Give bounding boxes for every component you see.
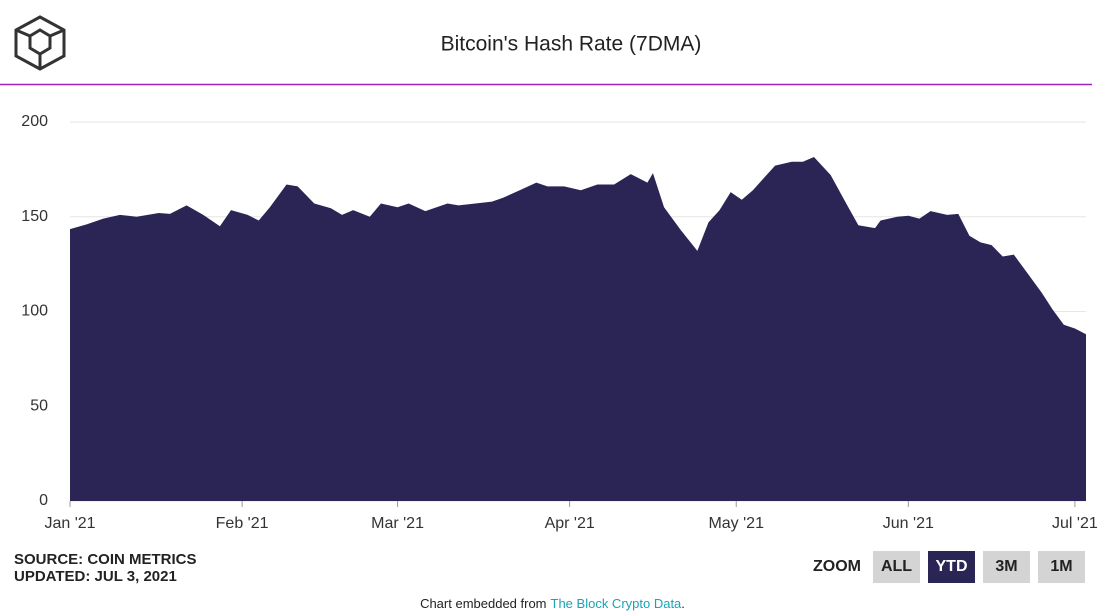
footer: Chart embedded from The Block Crypto Data… xyxy=(0,596,1105,611)
y-tick-label: 150 xyxy=(21,208,48,225)
zoom-button[interactable]: 1M xyxy=(1038,551,1085,583)
y-tick-label: 100 xyxy=(21,303,48,320)
chart-title: Bitcoin's Hash Rate (7DMA) xyxy=(441,33,702,56)
area xyxy=(70,157,1086,501)
zoom-button[interactable]: ALL xyxy=(873,551,920,583)
footer-text: Chart embedded from xyxy=(420,596,547,611)
x-tick-label: Jun '21 xyxy=(883,515,934,532)
footer-suffix: . xyxy=(681,596,685,611)
source: SOURCE: COIN METRICS xyxy=(14,551,197,568)
zoom-button[interactable]: YTD xyxy=(928,551,975,583)
x-tick-label: Jul '21 xyxy=(1052,515,1098,532)
y-tick-label: 0 xyxy=(39,492,48,509)
zoom-label: ZOOM xyxy=(813,558,861,575)
source-block: SOURCE: COIN METRICS UPDATED: JUL 3, 202… xyxy=(14,551,197,585)
x-tick-label: Mar '21 xyxy=(371,515,424,532)
zoom-controls: ZOOM ALL YTD 3M 1M xyxy=(813,551,1085,583)
logo xyxy=(14,15,66,71)
x-tick-label: Jan '21 xyxy=(44,515,95,532)
y-tick-label: 200 xyxy=(21,113,48,130)
updated: UPDATED: JUL 3, 2021 xyxy=(14,568,177,585)
chart: Bitcoin's Hash Rate (7DMA) 0 50 100 150 200 J… xyxy=(0,15,1098,532)
x-tick-label: May '21 xyxy=(708,515,764,532)
zoom-button[interactable]: 3M xyxy=(983,551,1030,583)
x-tick-label: Apr '21 xyxy=(545,515,595,532)
footer-link[interactable]: The Block Crypto Data xyxy=(550,596,682,611)
x-tick-label: Feb '21 xyxy=(216,515,269,532)
y-tick-label: 50 xyxy=(30,397,48,414)
